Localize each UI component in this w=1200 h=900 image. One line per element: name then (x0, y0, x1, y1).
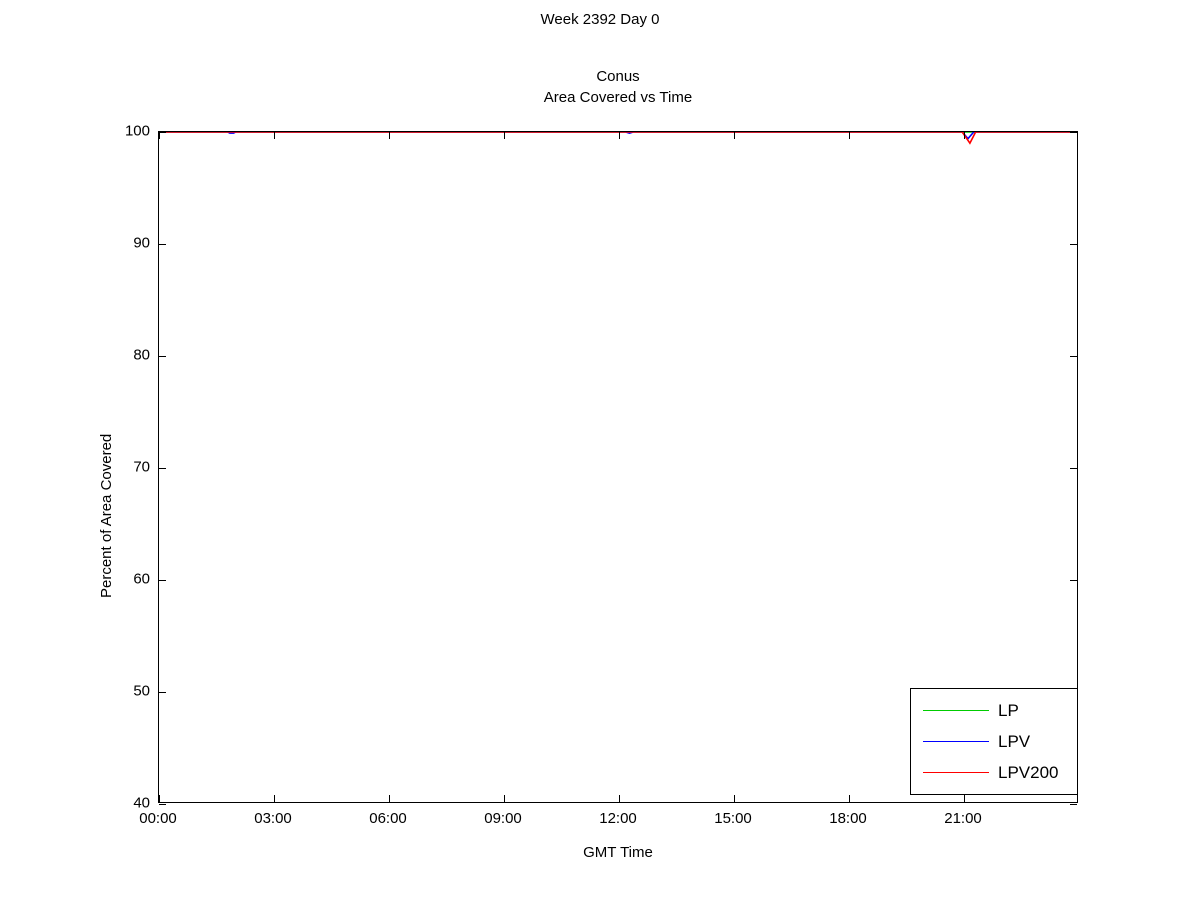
x-tick-7 (964, 795, 965, 802)
y-tick-label-0: 40 (133, 794, 150, 812)
legend-entry-lp[interactable]: LP (911, 695, 1077, 726)
x-tick-label-4: 12:00 (599, 810, 637, 827)
legend-entry-lpv200[interactable]: LPV200 (911, 757, 1077, 788)
x-tick-top-0 (159, 132, 160, 139)
y-tick-4 (159, 356, 166, 357)
x-tick-label-7: 21:00 (944, 810, 982, 827)
x-tick-top-3 (504, 132, 505, 139)
y-tick-0 (159, 804, 166, 805)
axes-title-line-2: Area Covered vs Time (543, 89, 693, 106)
y-tick-right-5 (1070, 244, 1077, 245)
x-tick-label-5: 15:00 (714, 810, 752, 827)
y-tick-5 (159, 244, 166, 245)
legend-swatch-lp-icon (923, 710, 989, 711)
y-tick-right-2 (1070, 580, 1077, 581)
y-tick-label-4: 80 (133, 346, 150, 364)
x-tick-label-3: 09:00 (484, 810, 522, 827)
legend-box: LP LPV LPV200 (910, 688, 1078, 795)
y-tick-1 (159, 692, 166, 693)
y-axis-tick-labels: 40 50 60 70 80 90 100 (100, 123, 150, 812)
x-tick-4 (619, 795, 620, 802)
axes-title-line-1: Conus (596, 68, 640, 85)
x-tick-6 (849, 795, 850, 802)
legend-swatch-lpv200-icon (923, 772, 989, 773)
legend-label-lp: LP (998, 700, 1019, 720)
x-axis-label: GMT Time (583, 844, 653, 861)
x-tick-1 (274, 795, 275, 802)
x-tick-top-1 (274, 132, 275, 139)
x-tick-5 (734, 795, 735, 802)
series-line-lpv200 (159, 132, 1077, 145)
data-lines (159, 132, 1077, 145)
y-tick-right-0 (1070, 804, 1077, 805)
y-axis-label: Percent of Area Covered (98, 433, 115, 598)
x-tick-top-5 (734, 132, 735, 139)
x-tick-top-4 (619, 132, 620, 139)
figure-suptitle: Week 2392 Day 0 (540, 11, 660, 28)
x-tick-0 (159, 795, 160, 802)
x-axis-tick-labels: 00:00 03:00 06:00 09:00 12:00 15:00 18:00 21:00 (139, 810, 1078, 830)
y-tick-3 (159, 468, 166, 469)
y-tick-2 (159, 580, 166, 581)
x-tick-top-7 (964, 132, 965, 139)
x-tick-2 (389, 795, 390, 802)
x-tick-top-6 (849, 132, 850, 139)
axes-title: Conus Area Covered vs Time (158, 66, 1078, 108)
x-tick-label-1: 03:00 (254, 810, 292, 827)
y-tick-right-4 (1070, 356, 1077, 357)
y-tick-label-2: 60 (133, 570, 150, 588)
y-tick-label-1: 50 (133, 682, 150, 700)
x-tick-label-2: 06:00 (369, 810, 407, 827)
x-tick-label-0: 00:00 (139, 810, 177, 827)
plot-area (158, 131, 1078, 805)
legend-entry-lpv[interactable]: LPV (911, 726, 1077, 757)
y-tick-6 (159, 132, 166, 133)
series-line-lpv (159, 132, 1077, 140)
y-tick-label-6: 100 (124, 122, 150, 140)
y-tick-label-5: 90 (133, 234, 150, 252)
y-tick-right-6 (1070, 132, 1077, 133)
x-tick-top-2 (389, 132, 390, 139)
y-tick-right-3 (1070, 468, 1077, 469)
x-tick-3 (504, 795, 505, 802)
x-tick-label-6: 18:00 (829, 810, 867, 827)
legend-label-lpv200: LPV200 (998, 762, 1059, 782)
legend-label-lpv: LPV (998, 731, 1031, 751)
legend-swatch-lpv-icon (923, 741, 989, 742)
plot-clip (159, 132, 1077, 802)
y-tick-label-3: 70 (133, 458, 150, 476)
